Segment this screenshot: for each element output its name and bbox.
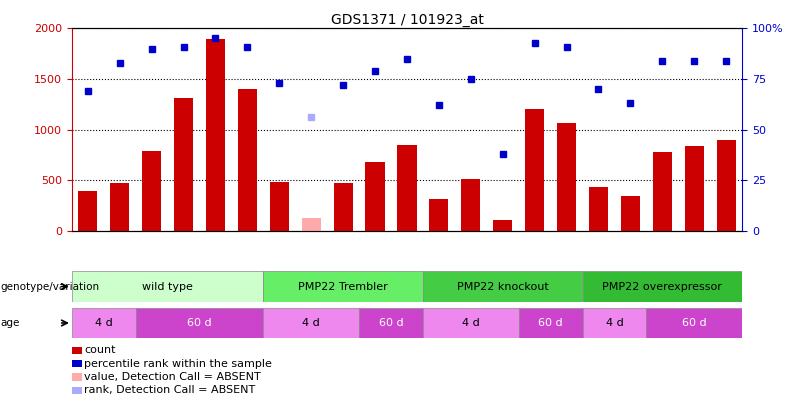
Bar xyxy=(365,162,385,231)
Bar xyxy=(302,218,321,231)
Bar xyxy=(334,183,353,231)
Text: rank, Detection Call = ABSENT: rank, Detection Call = ABSENT xyxy=(84,386,255,395)
Bar xyxy=(583,308,646,338)
Bar xyxy=(589,187,608,231)
Text: PMP22 overexpressor: PMP22 overexpressor xyxy=(602,281,722,292)
Bar xyxy=(397,145,417,231)
Text: 60 d: 60 d xyxy=(682,318,706,328)
Bar xyxy=(263,271,423,302)
Bar xyxy=(359,308,423,338)
Bar xyxy=(519,308,583,338)
Title: GDS1371 / 101923_at: GDS1371 / 101923_at xyxy=(330,13,484,27)
Bar xyxy=(72,308,136,338)
Bar xyxy=(685,146,704,231)
Text: percentile rank within the sample: percentile rank within the sample xyxy=(84,359,272,369)
Text: PMP22 knockout: PMP22 knockout xyxy=(457,281,548,292)
Bar xyxy=(621,196,640,231)
Bar xyxy=(174,98,193,231)
Text: 4 d: 4 d xyxy=(302,318,320,328)
Bar xyxy=(525,109,544,231)
Bar xyxy=(263,308,359,338)
Text: 60 d: 60 d xyxy=(379,318,403,328)
Bar xyxy=(238,89,257,231)
Text: genotype/variation: genotype/variation xyxy=(1,281,100,292)
Bar xyxy=(461,179,480,231)
Bar xyxy=(72,271,263,302)
Bar xyxy=(423,271,583,302)
Text: PMP22 Trembler: PMP22 Trembler xyxy=(298,281,388,292)
Bar xyxy=(136,308,263,338)
Bar xyxy=(653,152,672,231)
Bar xyxy=(646,308,742,338)
Bar xyxy=(270,182,289,231)
Text: value, Detection Call = ABSENT: value, Detection Call = ABSENT xyxy=(84,372,261,382)
Bar xyxy=(423,308,519,338)
Bar xyxy=(110,183,129,231)
Bar xyxy=(717,140,736,231)
Bar xyxy=(429,200,448,231)
Text: 60 d: 60 d xyxy=(539,318,563,328)
Text: 4 d: 4 d xyxy=(462,318,480,328)
Text: age: age xyxy=(1,318,20,328)
Text: wild type: wild type xyxy=(142,281,193,292)
Text: 4 d: 4 d xyxy=(606,318,623,328)
Bar xyxy=(206,40,225,231)
Text: 4 d: 4 d xyxy=(95,318,113,328)
Bar xyxy=(78,192,97,231)
Bar xyxy=(557,122,576,231)
Text: 60 d: 60 d xyxy=(188,318,211,328)
Bar xyxy=(583,271,742,302)
Bar xyxy=(493,220,512,231)
Text: count: count xyxy=(84,345,116,355)
Bar xyxy=(142,151,161,231)
